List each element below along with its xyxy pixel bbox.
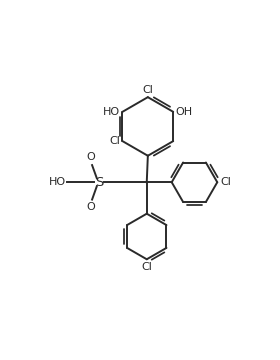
Text: O: O bbox=[86, 152, 95, 162]
Text: Cl: Cl bbox=[109, 136, 120, 146]
Text: Cl: Cl bbox=[143, 85, 153, 95]
Text: OH: OH bbox=[176, 107, 193, 117]
Text: HO: HO bbox=[103, 107, 120, 117]
Text: O: O bbox=[86, 202, 95, 212]
Text: Cl: Cl bbox=[141, 262, 152, 272]
Text: Cl: Cl bbox=[220, 177, 231, 187]
Text: HO: HO bbox=[49, 177, 66, 187]
Text: S: S bbox=[95, 176, 103, 189]
